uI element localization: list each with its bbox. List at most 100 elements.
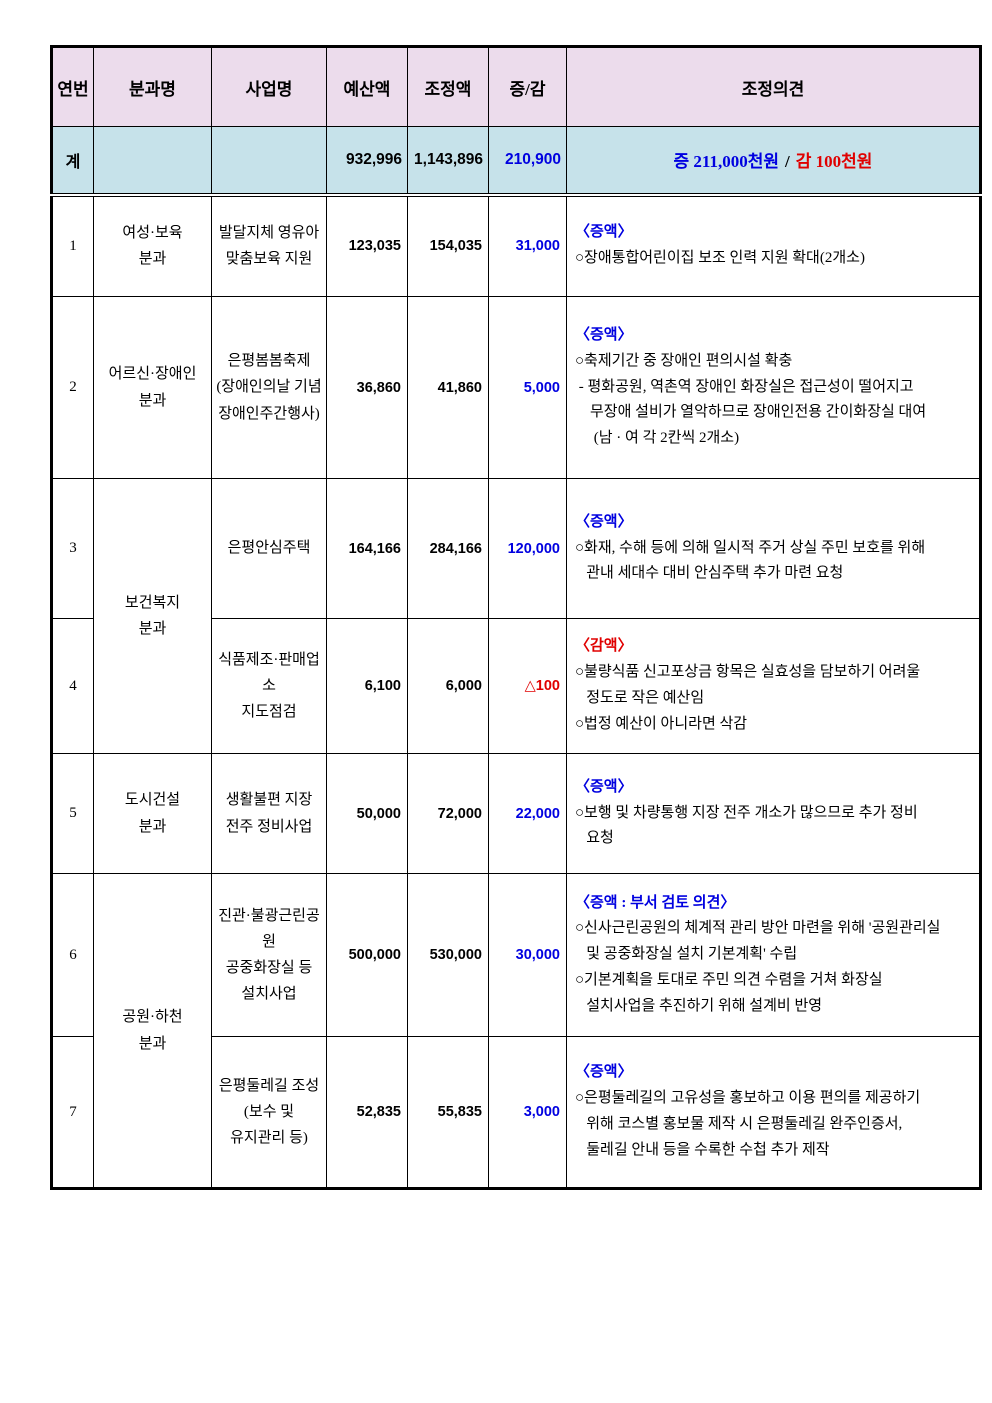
opinion-cell: 〈증액〉 ○장애통합어린이집 보조 인력 지원 확대(2개소) bbox=[566, 194, 981, 297]
division-cell: 여성·보육 분과 bbox=[93, 194, 212, 297]
change-cell: 22,000 bbox=[488, 753, 567, 874]
adjusted-cell: 284,166 bbox=[407, 478, 489, 619]
opinion-heading: 〈감액〉 bbox=[575, 638, 633, 655]
header-division: 분과명 bbox=[93, 46, 212, 127]
header-budget: 예산액 bbox=[326, 46, 408, 127]
change-cell: 30,000 bbox=[488, 873, 567, 1037]
opinion-heading: 〈증액〉 bbox=[575, 224, 633, 241]
opinion-line: ○은평둘레길의 고유성을 홍보하고 이용 편의를 제공하기 bbox=[575, 1090, 921, 1107]
budget-cell: 36,860 bbox=[326, 296, 408, 479]
total-opinion: 증 211,000천원 / 감 100천원 bbox=[566, 126, 981, 197]
budget-cell: 123,035 bbox=[326, 194, 408, 297]
division-cell: 도시건설 분과 bbox=[93, 753, 212, 874]
opinion-line: ○법정 예산이 아니라면 삭감 bbox=[575, 715, 748, 732]
budget-cell: 6,100 bbox=[326, 618, 408, 754]
change-cell: 31,000 bbox=[488, 194, 567, 297]
table-row: 7 은평둘레길 조성 (보수 및 유지관리 등) 52,835 55,835 3,000… bbox=[51, 1036, 981, 1189]
opinion-heading: 〈증액〉 bbox=[575, 513, 633, 530]
row-no-cell: 1 bbox=[51, 194, 94, 297]
total-division-cell bbox=[93, 126, 212, 197]
opinion-cell: 〈증액〉 ○화재, 수해 등에 의해 일시적 주거 상실 주민 보호를 위해 관내… bbox=[566, 478, 981, 619]
total-increase-text: 증 211,000천원 bbox=[673, 152, 780, 172]
opinion-cell: 〈증액〉 ○은평둘레길의 고유성을 홍보하고 이용 편의를 제공하기 위해 코스별… bbox=[566, 1036, 981, 1189]
opinion-line: ○장애통합어린이집 보조 인력 지원 확대(2개소) bbox=[575, 250, 865, 267]
opinion-heading: 〈증액 : 부서 검토 의견〉 bbox=[575, 894, 736, 911]
opinion-cell: 〈증액〉 ○축제기간 중 장애인 편의시설 확충 - 평화공원, 역촌역 장애인 … bbox=[566, 296, 981, 479]
table-row: 1 여성·보육 분과 발달지체 영유아 맞춤보육 지원 123,035 154,035 3… bbox=[51, 194, 981, 297]
opinion-line: ○화재, 수해 등에 의해 일시적 주거 상실 주민 보호를 위해 bbox=[575, 539, 926, 556]
header-row: 연번 분과명 사업명 예산액 조정액 증/감 조정의견 bbox=[51, 46, 981, 127]
table-row: 2 어르신·장애인 분과 은평봄봄축제 (장애인의날 기념 장애인주간행사) 36,8… bbox=[51, 296, 981, 479]
table-row: 3 보건복지 분과 은평안심주택 164,166 284,166 120,000 〈증액〉 ○… bbox=[51, 478, 981, 754]
budget-cell: 500,000 bbox=[326, 873, 408, 1037]
adjusted-cell: 154,035 bbox=[407, 194, 489, 297]
total-row: 계 932,996 1,143,896 210,900 증 211,000천원 /… bbox=[51, 126, 981, 197]
total-budget: 932,996 bbox=[326, 126, 408, 197]
header-opinion: 조정의견 bbox=[566, 46, 981, 127]
total-label: 계 bbox=[51, 126, 94, 197]
adjusted-cell: 55,835 bbox=[407, 1036, 489, 1189]
row-no-cell: 3 bbox=[51, 478, 94, 619]
row-no-cell: 5 bbox=[51, 753, 94, 874]
change-cell: △100 bbox=[488, 618, 567, 754]
budget-cell: 50,000 bbox=[326, 753, 408, 874]
opinion-heading: 〈증액〉 bbox=[575, 327, 633, 343]
change-cell: 5,000 bbox=[488, 296, 567, 479]
table-row: 5 도시건설 분과 생활불편 지장 전주 정비사업 50,000 72,000 22,00… bbox=[51, 753, 981, 874]
project-cell: 생활불편 지장 전주 정비사업 bbox=[211, 753, 327, 874]
opinion-line: - 평화공원, 역촌역 장애인 화장실은 접근성이 떨어지고 bbox=[575, 378, 914, 395]
header-change: 증/감 bbox=[488, 46, 567, 127]
project-cell: 은평봄봄축제 (장애인의날 기념 장애인주간행사) bbox=[211, 296, 327, 479]
header-project: 사업명 bbox=[211, 46, 327, 127]
opinion-line: ○기본계획을 토대로 주민 의견 수렴을 거쳐 화장실 bbox=[575, 971, 883, 988]
opinion-line: ○불량식품 신고포상금 항목은 실효성을 담보하기 어려울 bbox=[575, 664, 921, 681]
opinion-line: 설치사업을 추진하기 위해 설계비 반영 bbox=[575, 997, 823, 1014]
project-cell: 발달지체 영유아 맞춤보육 지원 bbox=[211, 194, 327, 297]
total-adjusted: 1,143,896 bbox=[407, 126, 489, 197]
opinion-cell: 〈감액〉 ○불량식품 신고포상금 항목은 실효성을 담보하기 어려울 정도로 작은… bbox=[566, 618, 981, 754]
table-row: 6 공원·하천 분과 진관·불광근린공원 공중화장실 등 설치사업 500,000 53… bbox=[51, 873, 981, 1189]
adjusted-cell: 6,000 bbox=[407, 618, 489, 754]
total-decrease-text: 감 100천원 bbox=[795, 152, 873, 172]
adjusted-cell: 530,000 bbox=[407, 873, 489, 1037]
opinion-line: 정도로 작은 예산임 bbox=[575, 690, 705, 706]
budget-cell: 52,835 bbox=[326, 1036, 408, 1189]
total-change: 210,900 bbox=[488, 126, 567, 197]
opinion-line: ○신사근린공원의 체계적 관리 방안 마련을 위해 '공원관리실 bbox=[575, 920, 941, 937]
project-cell: 진관·불광근린공원 공중화장실 등 설치사업 bbox=[211, 873, 327, 1037]
project-cell: 은평둘레길 조성 (보수 및 유지관리 등) bbox=[211, 1036, 327, 1189]
budget-cell: 164,166 bbox=[326, 478, 408, 619]
opinion-line: ○축제기간 중 장애인 편의시설 확충 bbox=[575, 352, 793, 369]
opinion-line: 요청 bbox=[575, 830, 614, 847]
opinion-cell: 〈증액 : 부서 검토 의견〉 ○신사근린공원의 체계적 관리 방안 마련을 위해… bbox=[566, 873, 981, 1037]
division-cell: 어르신·장애인 분과 bbox=[93, 296, 212, 479]
project-cell: 은평안심주택 bbox=[211, 478, 327, 619]
table-row: 4 식품제조·판매업소 지도점검 6,100 6,000 △100 〈감액〉 ○불량식품 신… bbox=[51, 618, 981, 754]
change-cell: 3,000 bbox=[488, 1036, 567, 1189]
total-separator: / bbox=[785, 152, 790, 172]
budget-adjustment-table: 연번 분과명 사업명 예산액 조정액 증/감 조정의견 계 932,996 1,… bbox=[50, 45, 982, 1190]
total-project-cell bbox=[211, 126, 327, 197]
opinion-heading: 〈증액〉 bbox=[575, 1064, 633, 1081]
division-cell: 보건복지 분과 bbox=[93, 478, 212, 754]
opinion-heading: 〈증액〉 bbox=[575, 778, 633, 795]
header-no: 연번 bbox=[51, 46, 94, 127]
opinion-line: ○보행 및 차량통행 지장 전주 개소가 많으므로 추가 정비 bbox=[575, 804, 918, 821]
change-cell: 120,000 bbox=[488, 478, 567, 619]
opinion-line: 및 공중화장실 설치 기본계획' 수립 bbox=[575, 946, 798, 963]
opinion-cell: 〈증액〉 ○보행 및 차량통행 지장 전주 개소가 많으므로 추가 정비 요청 bbox=[566, 753, 981, 874]
adjusted-cell: 41,860 bbox=[407, 296, 489, 479]
opinion-line: 둘레길 안내 등을 수록한 수첩 추가 제작 bbox=[575, 1141, 830, 1158]
opinion-line: 위해 코스별 홍보물 제작 시 은평둘레길 완주인증서, bbox=[575, 1116, 903, 1132]
row-no-cell: 2 bbox=[51, 296, 94, 479]
opinion-line: 무장애 설비가 열악하므로 장애인전용 간이화장실 대여 bbox=[575, 404, 927, 421]
row-no-cell: 7 bbox=[51, 1036, 94, 1189]
header-adjusted: 조정액 bbox=[407, 46, 489, 127]
project-cell: 식품제조·판매업소 지도점검 bbox=[211, 618, 327, 754]
division-cell: 공원·하천 분과 bbox=[93, 873, 212, 1189]
opinion-line: (남 · 여 각 2칸씩 2개소) bbox=[575, 430, 740, 447]
opinion-line: 관내 세대수 대비 안심주택 추가 마련 요청 bbox=[575, 565, 844, 582]
row-no-cell: 6 bbox=[51, 873, 94, 1037]
row-no-cell: 4 bbox=[51, 618, 94, 754]
